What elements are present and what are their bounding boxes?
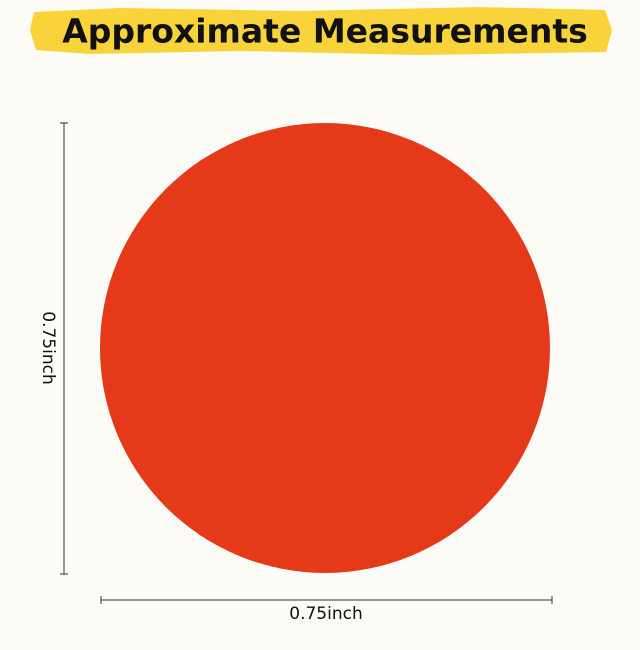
height-label: 0.75inch — [38, 311, 58, 384]
width-dimension-line — [100, 596, 553, 604]
circle-sticker — [100, 123, 550, 573]
title: Approximate Measurements — [62, 12, 588, 51]
width-label: 0.75inch — [289, 604, 362, 624]
height-dimension-line — [60, 122, 68, 575]
title-highlight — [30, 7, 612, 55]
